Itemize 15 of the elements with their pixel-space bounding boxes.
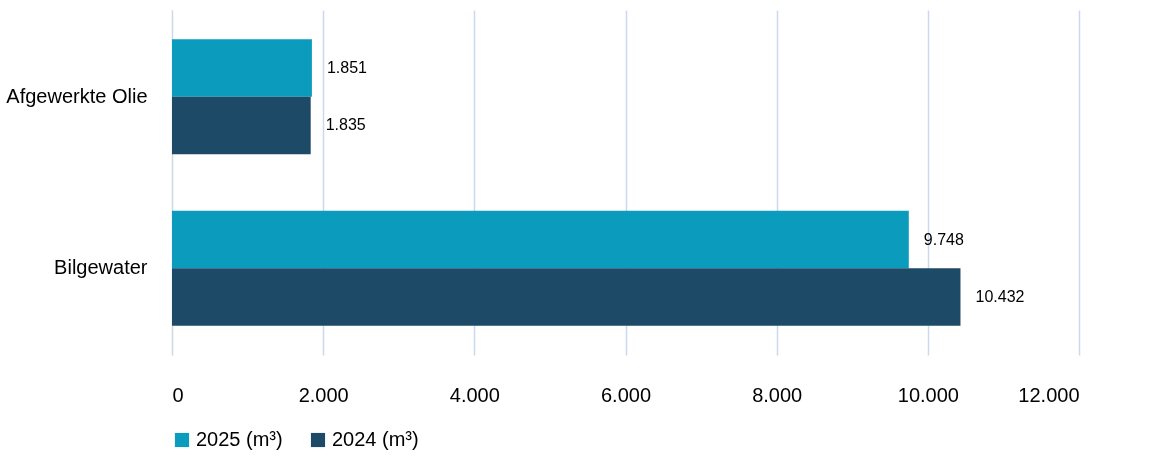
x-tick-label: 12.000 [1018,383,1080,406]
x-tick-label: 10.000 [897,383,959,406]
data-label: 1.835 [325,116,366,134]
x-tick-label: 8.000 [752,383,803,406]
x-tick-label: 0 [172,383,184,406]
y-tick-label: Afgewerkte Olie [6,84,148,107]
y-tick-label: Bilgewater [54,256,148,279]
x-tick-label: 4.000 [449,383,500,406]
legend-label: 2025 (m³) [196,428,283,450]
x-tick-label: 6.000 [600,383,652,406]
legend-label: 2024 (m³) [332,428,419,450]
data-label: 10.432 [975,288,1025,306]
data-label: 1.851 [326,58,368,76]
data-label: 9.748 [923,230,964,248]
x-tick-label: 2.000 [298,383,349,406]
